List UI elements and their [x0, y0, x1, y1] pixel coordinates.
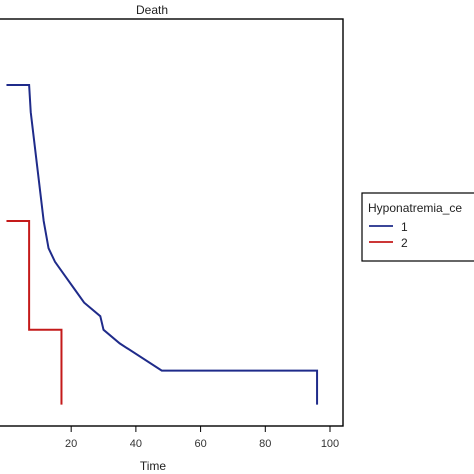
series-line-2 — [6, 220, 63, 405]
x-axis-label: Time — [140, 459, 167, 473]
legend-label-2: 2 — [401, 236, 408, 250]
x-axis-ticks: 20 40 60 80 100 — [65, 426, 339, 450]
series-layer — [6, 84, 319, 405]
chart-title: Death — [136, 3, 168, 17]
x-tick-label: 60 — [194, 438, 206, 450]
plot-frame — [0, 18, 344, 427]
legend-title: Hyponatremia_ce — [368, 201, 462, 215]
legend-label-1: 1 — [401, 220, 408, 234]
series-line-1 — [6, 84, 319, 405]
x-tick-label: 80 — [259, 438, 271, 450]
x-tick-label: 40 — [130, 438, 142, 450]
legend: Hyponatremia_ce 1 2 — [361, 192, 474, 262]
legend-box — [361, 192, 474, 262]
x-tick-label: 100 — [321, 438, 339, 450]
x-tick-label: 20 — [65, 438, 77, 450]
